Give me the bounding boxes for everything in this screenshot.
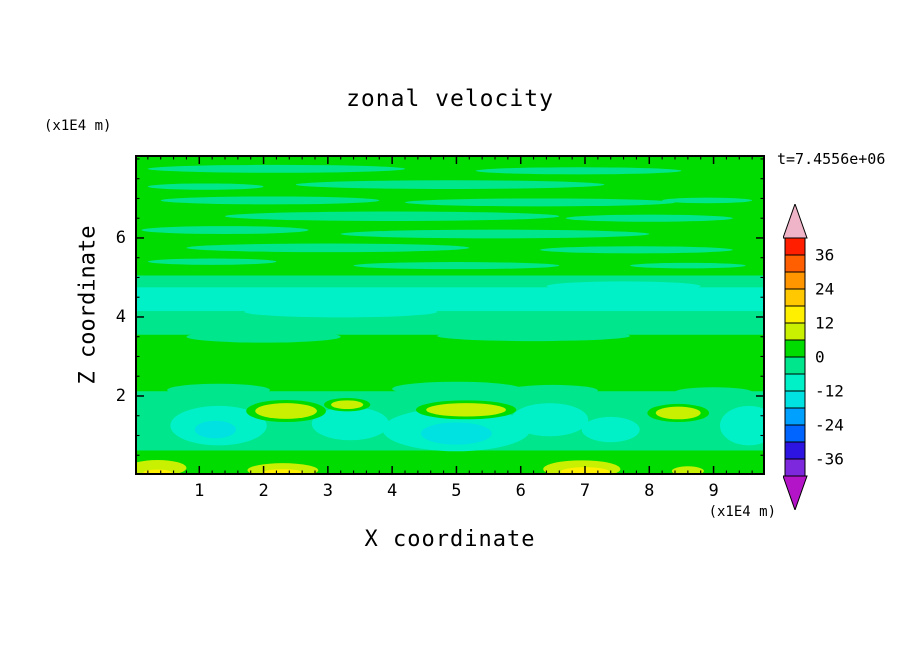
y-tick-label: 4 [115,306,126,327]
x-tick-label: 1 [194,481,205,501]
x-tick-label: 8 [644,481,655,501]
y-axis-title: Z coordinate [75,225,101,385]
x-tick-label: 5 [451,481,462,501]
contour-region [565,214,733,222]
colorbar-segment [784,373,806,392]
contour-region [147,258,277,265]
contour-region [630,262,746,269]
x-tick-label: 6 [515,481,526,501]
colorbar-segment [784,254,806,273]
contour-region [507,384,598,396]
y-axis-unit-label: (x1E4 m) [44,118,112,134]
colorbar-segment [784,322,806,341]
colorbar-segment [784,441,806,460]
contour-region [511,403,589,437]
contour-region [353,262,560,270]
contour-region [720,405,765,446]
x-axis-unit-label: (x1E4 m) [708,504,776,520]
colorbar-segment [784,288,806,307]
colorbar-segment [784,458,806,477]
colorbar-segment [784,390,806,409]
x-tick-label: 9 [708,481,719,501]
contour-region [340,229,650,239]
contour-region [655,406,701,420]
colorbar-label: 24 [815,280,834,299]
contour-region [437,330,630,342]
contour-region [135,287,765,312]
colorbar-segment [784,305,806,324]
contour-region [186,330,341,343]
contour-region [662,197,753,204]
contour-region [186,243,470,253]
contour-region [311,407,389,441]
colorbar-segment [784,407,806,426]
contour-region [141,226,309,235]
contour-region [147,183,264,190]
contour-region [546,281,701,291]
contour-region [295,180,605,189]
contour-plot [135,155,765,475]
colorbar-segment [784,237,806,256]
x-tick-label: 3 [322,481,333,501]
x-axis-title: X coordinate [364,527,536,552]
contour-region [392,381,521,396]
y-tick-label: 2 [115,385,126,406]
x-tick-label: 4 [387,481,398,501]
contour-region [581,416,640,443]
contour-region [160,196,380,205]
contour-region [331,400,364,410]
contour-region [244,306,438,318]
colorbar-label: 0 [815,348,825,367]
colorbar: 36 24 12 0 -12 -24 -36 [783,204,844,510]
contour-region [426,403,506,417]
contour-region [167,383,270,397]
contour-region [255,403,317,419]
x-tick-label: 7 [579,481,591,501]
x-tick-label: 2 [258,481,269,501]
contour-region [421,422,492,445]
colorbar-segment [784,271,806,290]
colorbar-segment [784,424,806,443]
contour-region [225,211,560,221]
contour-region [147,164,405,173]
contour-region [475,167,682,175]
chart-title: zonal velocity [346,86,554,112]
colorbar-bottom-arrow [783,475,808,510]
colorbar-label: -12 [815,382,844,401]
colorbar-top-arrow [783,204,808,239]
colorbar-label: -36 [815,450,844,469]
contour-region [540,246,733,254]
colorbar-segment [784,339,806,358]
contour-region [405,198,675,207]
y-tick-label: 6 [115,227,126,248]
colorbar-segment [784,356,806,375]
plot-area: 1 2 3 4 5 6 7 8 9 2 4 6 [116,155,765,501]
time-annotation: t=7.4556e+06 [777,150,886,168]
contour-region [675,387,753,397]
colorbar-label: 12 [815,314,834,333]
plot-frame [135,155,765,475]
contour-region [194,420,236,439]
colorbar-label: 36 [815,246,834,265]
colorbar-label: -24 [815,416,844,435]
